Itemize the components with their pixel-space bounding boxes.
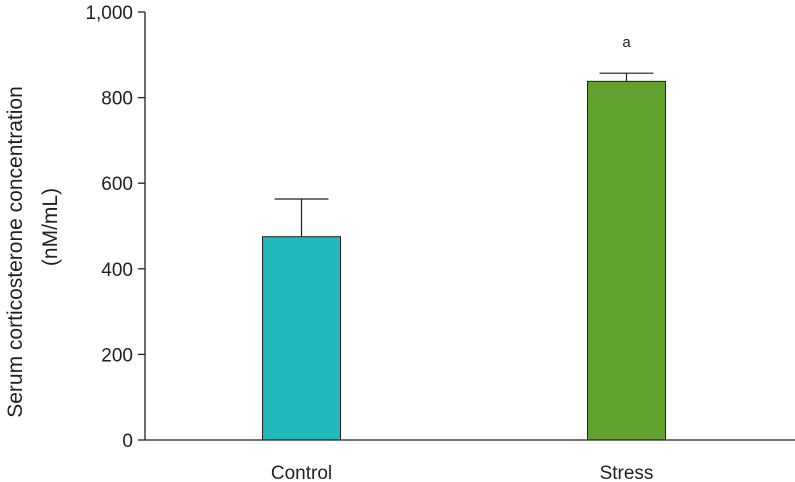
x-tick-label-stress: Stress [600, 463, 654, 482]
y-tick-label: 800 [101, 89, 133, 110]
y-tick-label: 1,000 [85, 3, 133, 24]
x-tick-label-control: Control [271, 463, 332, 482]
bars [262, 80, 666, 441]
error-bars [274, 72, 654, 237]
y-axis-label-line1: Serum corticosterone concentration [4, 86, 27, 418]
y-axis-label: Serum corticosterone concentration (nM/m… [4, 86, 62, 418]
bar-stress [587, 80, 666, 441]
y-tick-label: 200 [101, 345, 133, 366]
bar-control [262, 236, 341, 441]
y-tick-label: 600 [101, 174, 133, 195]
x-tick-labels: Control Stress [271, 463, 654, 482]
y-axis-label-line2: (nM/mL) [39, 188, 62, 266]
y-tick-label: 400 [101, 260, 133, 281]
y-ticks: 0 200 400 600 800 1,000 [85, 3, 145, 452]
significance-label: a [622, 34, 631, 51]
y-tick-label: 0 [122, 431, 133, 452]
annotations: a [622, 34, 631, 51]
